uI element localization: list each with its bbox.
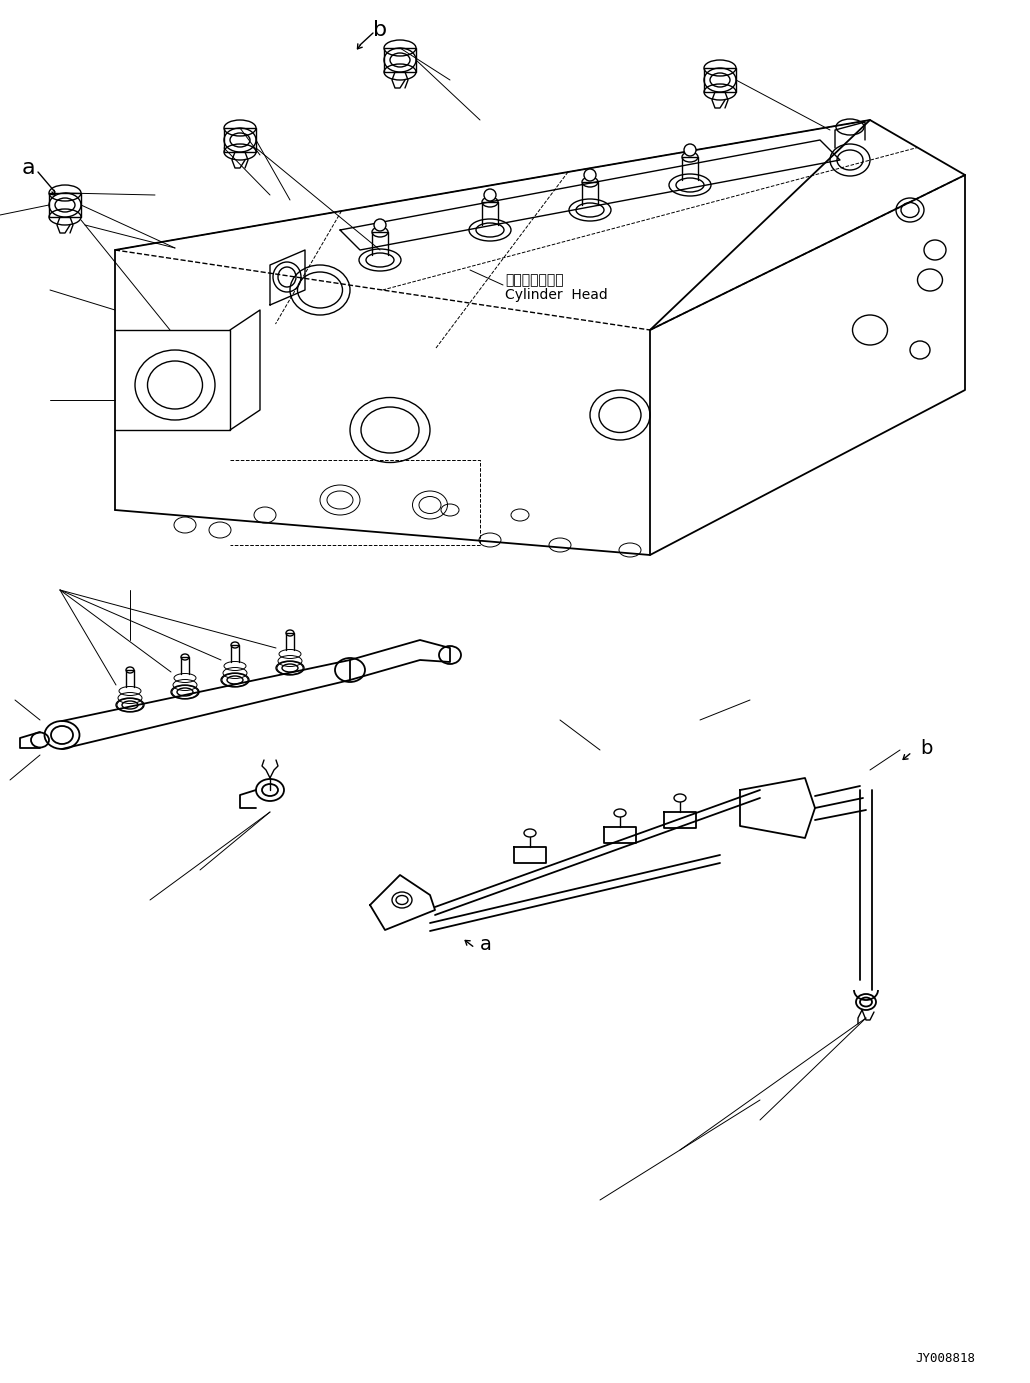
Text: b: b (920, 739, 932, 758)
Text: b: b (373, 19, 387, 40)
Circle shape (684, 144, 696, 156)
Circle shape (484, 189, 496, 201)
Text: シリンダヘッド: シリンダヘッド (505, 272, 563, 288)
Text: a: a (22, 158, 36, 178)
Circle shape (584, 169, 596, 181)
Circle shape (374, 219, 386, 231)
Text: JY008818: JY008818 (915, 1351, 975, 1365)
Text: a: a (480, 935, 492, 954)
Text: Cylinder  Head: Cylinder Head (505, 288, 608, 301)
